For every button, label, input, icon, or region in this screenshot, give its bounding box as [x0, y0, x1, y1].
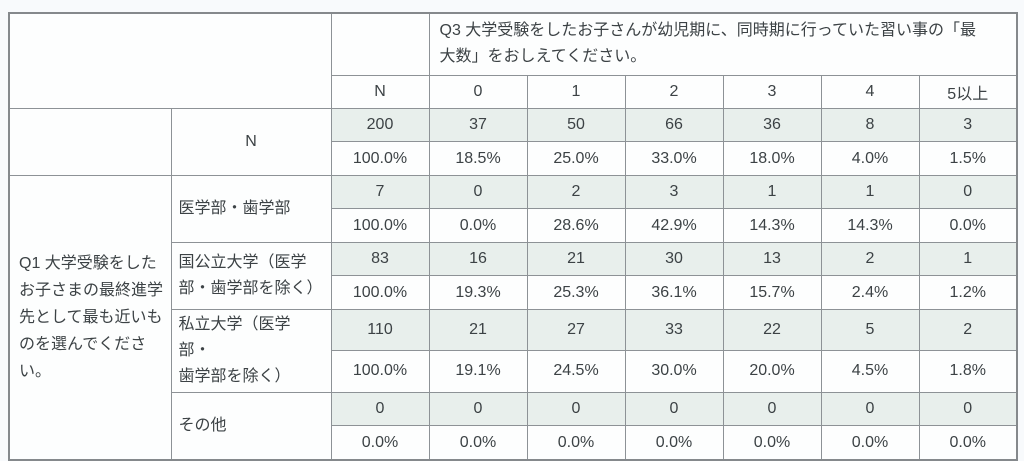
col-header-3: 3 — [722, 75, 822, 109]
count-cell: 0 — [428, 392, 528, 426]
count-cell: 1 — [820, 175, 920, 209]
percent-cell: 15.7% — [722, 275, 822, 310]
count-cell: 0 — [918, 175, 1018, 209]
count-cell: 5 — [820, 309, 920, 351]
q1-question-label: Q1 大学受験をした お子さまの最終進学 先として最も近いも のを選んでくださ … — [8, 175, 172, 461]
count-cell: 0 — [918, 392, 1018, 426]
count-cell: 3 — [624, 175, 724, 209]
count-cell: 30 — [624, 242, 724, 276]
percent-cell: 14.3% — [722, 208, 822, 243]
percent-cell: 0.0% — [526, 425, 626, 461]
percent-cell: 18.0% — [722, 141, 822, 176]
count-cell: 16 — [428, 242, 528, 276]
percent-cell: 19.1% — [428, 349, 528, 394]
count-cell: 1 — [722, 175, 822, 209]
percent-cell: 25.0% — [526, 141, 626, 176]
percent-cell: 28.6% — [526, 208, 626, 243]
count-cell: 8 — [820, 108, 920, 142]
row-label-n: N — [170, 108, 332, 176]
q3-question-header: Q3 大学受験をしたお子さんが幼児期に、同時期に行っていた習い事の「最 大数」を… — [428, 12, 1018, 76]
percent-cell: 18.5% — [428, 141, 528, 176]
percent-cell: 4.0% — [820, 141, 920, 176]
count-cell: 0 — [722, 392, 822, 426]
percent-cell: 0.0% — [624, 425, 724, 461]
percent-cell: 1.5% — [918, 141, 1018, 176]
row-label-other: その他 — [170, 392, 332, 461]
percent-cell: 25.3% — [526, 275, 626, 310]
count-cell: 13 — [722, 242, 822, 276]
percent-cell: 2.4% — [820, 275, 920, 310]
count-cell: 2 — [526, 175, 626, 209]
percent-cell: 100.0% — [330, 208, 430, 243]
col-header-5plus: 5以上 — [918, 75, 1018, 109]
percent-cell: 0.0% — [918, 208, 1018, 243]
percent-cell: 0.0% — [428, 425, 528, 461]
percent-cell: 19.3% — [428, 275, 528, 310]
percent-cell: 0.0% — [428, 208, 528, 243]
count-cell: 1 — [918, 242, 1018, 276]
percent-cell: 36.1% — [624, 275, 724, 310]
percent-cell: 14.3% — [820, 208, 920, 243]
percent-cell: 1.2% — [918, 275, 1018, 310]
count-cell: 0 — [624, 392, 724, 426]
percent-cell: 4.5% — [820, 349, 920, 394]
count-cell: 2 — [918, 309, 1018, 351]
count-cell: 37 — [428, 108, 528, 142]
count-cell: 200 — [330, 108, 430, 142]
percent-cell: 1.8% — [918, 349, 1018, 394]
percent-cell: 0.0% — [820, 425, 920, 461]
count-cell: 22 — [722, 309, 822, 351]
col-header-4: 4 — [820, 75, 920, 109]
percent-cell: 24.5% — [526, 349, 626, 394]
count-cell: 0 — [330, 392, 430, 426]
count-cell: 0 — [820, 392, 920, 426]
count-cell: 27 — [526, 309, 626, 351]
n-row-left-empty-cell — [8, 108, 172, 176]
count-cell: 3 — [918, 108, 1018, 142]
percent-cell: 100.0% — [330, 349, 430, 394]
percent-cell: 42.9% — [624, 208, 724, 243]
row-label-private: 私立大学（医学部・ 歯学部を除く） — [170, 309, 332, 393]
count-cell: 7 — [330, 175, 430, 209]
count-cell: 36 — [722, 108, 822, 142]
n-column-empty-header-cell — [330, 12, 430, 76]
row-label-medical-dental: 医学部・歯学部 — [170, 175, 332, 243]
percent-cell: 0.0% — [330, 425, 430, 461]
count-cell: 21 — [526, 242, 626, 276]
col-header-0: 0 — [428, 75, 528, 109]
col-header-n: N — [330, 75, 430, 109]
count-cell: 21 — [428, 309, 528, 351]
crosstab-table: Q3 大学受験をしたお子さんが幼児期に、同時期に行っていた習い事の「最 大数」を… — [8, 12, 1018, 461]
count-cell: 2 — [820, 242, 920, 276]
percent-cell: 0.0% — [918, 425, 1018, 461]
row-label-national-public: 国公立大学（医学 部・歯学部を除く） — [170, 242, 332, 310]
top-left-empty-cell — [8, 12, 332, 109]
percent-cell: 30.0% — [624, 349, 724, 394]
count-cell: 33 — [624, 309, 724, 351]
col-header-1: 1 — [526, 75, 626, 109]
percent-cell: 20.0% — [722, 349, 822, 394]
count-cell: 66 — [624, 108, 724, 142]
percent-cell: 100.0% — [330, 275, 430, 310]
count-cell: 0 — [526, 392, 626, 426]
col-header-2: 2 — [624, 75, 724, 109]
percent-cell: 33.0% — [624, 141, 724, 176]
percent-cell: 100.0% — [330, 141, 430, 176]
percent-cell: 0.0% — [722, 425, 822, 461]
count-cell: 110 — [330, 309, 430, 351]
count-cell: 0 — [428, 175, 528, 209]
count-cell: 50 — [526, 108, 626, 142]
count-cell: 83 — [330, 242, 430, 276]
